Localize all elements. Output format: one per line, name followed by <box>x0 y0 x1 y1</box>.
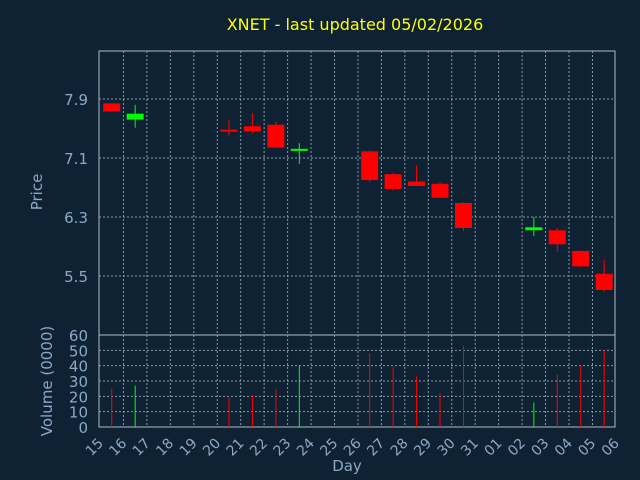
x-tick-label: 31 <box>458 436 482 460</box>
candle-body <box>267 124 285 148</box>
x-tick-label: 02 <box>505 436 529 460</box>
x-tick-label: 27 <box>364 436 388 460</box>
candle-body <box>384 174 402 189</box>
volume-axis-label: Volume (0000) <box>38 326 56 436</box>
candle-body <box>548 230 566 245</box>
volume-tick-label: 40 <box>69 358 88 376</box>
candle-body <box>126 113 144 120</box>
candle-body <box>454 202 472 229</box>
x-tick-label: 15 <box>83 436 107 460</box>
grid-layer <box>99 51 615 427</box>
volume-tick-label: 0 <box>78 419 88 437</box>
price-tick-label: 6.3 <box>64 209 88 227</box>
x-tick-label: 01 <box>482 436 506 460</box>
volume-tick-label: 60 <box>69 327 88 345</box>
candle-body <box>595 273 613 291</box>
tick-labels: 15 16 17 18 19 20 21 22 23 24 25 26 27 28 29 30 31 01 02 03… <box>64 91 623 459</box>
candle-body <box>243 126 261 132</box>
x-tick-label: 16 <box>106 435 130 459</box>
x-tick-label: 28 <box>388 436 412 460</box>
x-tick-label: 24 <box>294 435 318 459</box>
candle-body <box>408 181 426 186</box>
volume-tick-label: 20 <box>69 388 88 406</box>
volume-bars <box>111 345 605 427</box>
candle-body <box>103 103 121 112</box>
chart-title: XNET - last updated 05/02/2026 <box>227 15 484 34</box>
x-tick-label: 05 <box>575 436 599 460</box>
x-axis-label: Day <box>332 457 362 475</box>
price-axis-label: Price <box>28 174 46 211</box>
price-tick-label: 5.5 <box>64 268 88 286</box>
x-tick-label: 26 <box>341 435 365 459</box>
x-tick-label: 06 <box>599 435 623 459</box>
x-tick-label: 20 <box>200 436 224 460</box>
x-tick-label: 30 <box>435 436 459 460</box>
candle-body <box>525 227 543 231</box>
candle-body <box>220 129 238 132</box>
price-panel-frame <box>98 50 616 336</box>
candle-body <box>431 183 449 198</box>
volume-tick-label: 50 <box>69 342 88 360</box>
candle-body <box>572 250 590 267</box>
candlesticks <box>103 103 613 293</box>
volume-tick-label: 30 <box>69 373 88 391</box>
x-tick-label: 21 <box>224 436 248 460</box>
volume-tick-label: 10 <box>69 404 88 422</box>
candle-body <box>290 148 308 151</box>
x-tick-label: 25 <box>317 436 341 460</box>
x-tick-label: 29 <box>411 436 435 460</box>
price-tick-label: 7.1 <box>64 150 88 168</box>
x-tick-label: 17 <box>130 436 154 460</box>
price-tick-label: 7.9 <box>64 91 88 109</box>
x-tick-label: 04 <box>552 435 576 459</box>
x-tick-label: 19 <box>177 436 201 460</box>
x-tick-label: 03 <box>528 436 552 460</box>
candle-body <box>361 151 379 181</box>
x-tick-label: 18 <box>153 436 177 460</box>
x-tick-label: 23 <box>271 436 295 460</box>
x-tick-label: 22 <box>247 436 271 460</box>
